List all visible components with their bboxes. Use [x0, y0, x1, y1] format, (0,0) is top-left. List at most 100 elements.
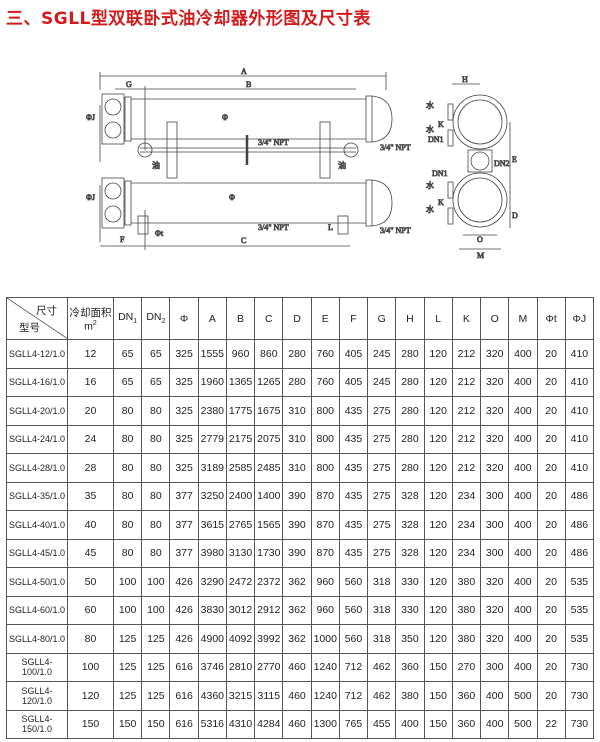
value-cell: 270 — [451, 652, 482, 682]
value-cell: 800 — [310, 453, 340, 483]
value-cell: 3746 — [197, 652, 227, 682]
value-cell: 280 — [282, 339, 312, 369]
table-row: SGLL4-24/1.0 24 80 80 325 2779 2175 2075 310 800 4… — [6, 424, 595, 454]
table-row: SGLL4-16/1.0 16 65 65 325 1960 1365 1265 280 760 4… — [6, 367, 595, 397]
value-cell: 1365 — [225, 367, 256, 397]
value-cell: 125 — [141, 624, 171, 654]
value-cell: 2765 — [225, 510, 256, 540]
dim-label-B: B — [246, 80, 251, 89]
value-cell: 20 — [536, 481, 566, 511]
value-cell: 275 — [367, 481, 397, 511]
value-cell: 760 — [310, 339, 340, 369]
value-cell: 80 — [141, 510, 171, 540]
value-cell: 120 — [423, 510, 453, 540]
value-cell: 400 — [508, 595, 538, 625]
value-cell: 120 — [423, 624, 453, 654]
header-dn2-text: DN — [146, 311, 162, 324]
table-row: SGLL4-40/1.0 40 80 80 377 3615 2765 1565 390 870 4… — [6, 510, 595, 540]
value-cell: 1565 — [254, 510, 284, 540]
dim-label-F: F — [120, 235, 125, 244]
value-cell: 380 — [395, 681, 425, 711]
value-cell: 760 — [310, 367, 340, 397]
value-cell: 80 — [112, 424, 143, 454]
value-cell: 125 — [112, 624, 143, 654]
value-cell: 400 — [508, 510, 538, 540]
value-cell: 120 — [423, 567, 453, 597]
value-cell: 460 — [282, 709, 312, 739]
value-cell: 3992 — [254, 624, 284, 654]
value-cell: 125 — [141, 652, 171, 682]
value-cell: 1240 — [310, 652, 340, 682]
value-cell: 800 — [310, 396, 340, 426]
value-cell: 712 — [338, 681, 369, 711]
value-cell: 150 — [423, 681, 453, 711]
value-cell: 1730 — [254, 538, 284, 568]
value-cell: 960 — [310, 595, 340, 625]
header-col: Φt — [536, 297, 566, 340]
value-cell: 4284 — [254, 709, 284, 739]
header-dn1-sub: 1 — [133, 318, 138, 326]
dim-label-A: A — [241, 67, 247, 76]
table-row: SGLL4-45/1.0 45 80 80 377 3980 3130 1730 390 870 4… — [6, 538, 595, 568]
value-cell: 360 — [395, 652, 425, 682]
value-cell: 150 — [112, 709, 143, 739]
value-cell: 280 — [395, 424, 425, 454]
table-row: SGLL4-150/1.0 150 150 150 616 5316 4310 4284 460… — [6, 709, 595, 739]
value-cell: 400 — [508, 396, 538, 426]
npt-label-4: 3/4" NPT — [380, 226, 411, 235]
value-cell: 1300 — [310, 709, 340, 739]
value-cell: 400 — [480, 709, 510, 739]
value-cell: 3189 — [197, 453, 227, 483]
value-cell: 560 — [338, 624, 369, 654]
value-cell: 500 — [508, 709, 538, 739]
value-cell: 410 — [564, 453, 595, 483]
value-cell: 320 — [480, 339, 510, 369]
value-cell: 100 — [67, 652, 114, 682]
value-cell: 20 — [536, 595, 566, 625]
table-header-row: 尺寸 型号 冷却面积 m2 DN1 DN2 Φ A B C D E F G H L… — [6, 297, 595, 340]
value-cell: 280 — [395, 367, 425, 397]
page-title: 三、SGLL型双联卧式油冷却器外形图及尺寸表 — [6, 9, 371, 29]
value-cell: 2372 — [254, 567, 284, 597]
header-col: F — [338, 297, 369, 340]
value-cell: 80 — [141, 396, 171, 426]
model-cell: SGLL4-20/1.0 — [6, 396, 68, 426]
dim-label-M: M — [477, 251, 484, 260]
value-cell: 80 — [112, 510, 143, 540]
header-cooling-area: 冷却面积 m2 — [67, 297, 114, 340]
value-cell: 35 — [67, 481, 114, 511]
dim-label-K-bottom: K — [438, 198, 444, 207]
value-cell: 320 — [480, 595, 510, 625]
value-cell: 2770 — [254, 652, 284, 682]
value-cell: 120 — [423, 396, 453, 426]
value-cell: 426 — [169, 624, 199, 654]
dim-label-phi-j-bottom: ΦJ — [86, 193, 95, 202]
value-cell: 486 — [564, 510, 595, 540]
table-row: SGLL4-35/1.0 35 80 80 377 3250 2400 1400 390 870 4… — [6, 481, 595, 511]
model-cell: SGLL4-50/1.0 — [6, 567, 68, 597]
value-cell: 860 — [254, 339, 284, 369]
model-cell: SGLL4-24/1.0 — [6, 424, 68, 454]
value-cell: 730 — [564, 652, 595, 682]
water-label-1: 水 — [426, 100, 434, 110]
value-cell: 3250 — [197, 481, 227, 511]
value-cell: 435 — [338, 510, 369, 540]
value-cell: 870 — [310, 510, 340, 540]
value-cell: 462 — [367, 652, 397, 682]
table-row: SGLL4-100/1.0 100 125 125 616 3746 2810 2770 460… — [6, 652, 595, 682]
value-cell: 2585 — [225, 453, 256, 483]
dn2-label: DN2 — [494, 159, 510, 168]
value-cell: 2472 — [225, 567, 256, 597]
value-cell: 3980 — [197, 538, 227, 568]
value-cell: 212 — [451, 453, 482, 483]
value-cell: 320 — [480, 424, 510, 454]
value-cell: 150 — [423, 709, 453, 739]
header-col: G — [367, 297, 397, 340]
value-cell: 400 — [508, 339, 538, 369]
header-area-text: 冷却面积 — [69, 306, 112, 319]
value-cell: 765 — [338, 709, 369, 739]
value-cell: 405 — [338, 339, 369, 369]
value-cell: 300 — [480, 510, 510, 540]
value-cell: 20 — [536, 424, 566, 454]
header-dn2: DN2 — [141, 297, 171, 340]
